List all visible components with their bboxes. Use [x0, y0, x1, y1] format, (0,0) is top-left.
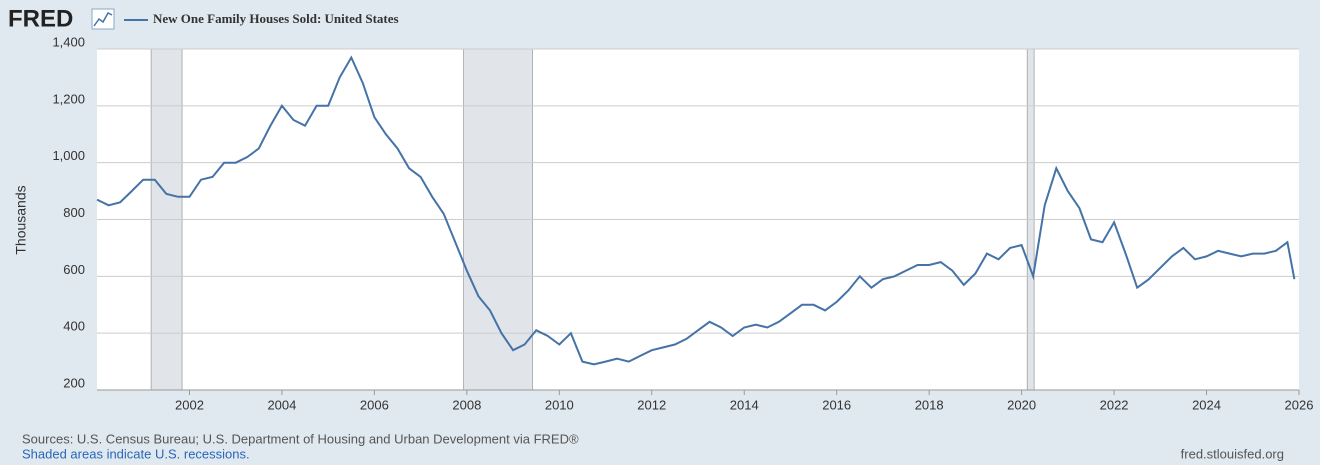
logo[interactable]: FRED [8, 5, 73, 32]
x-tick-label: 2002 [175, 397, 204, 412]
x-tick-label: 2012 [637, 397, 666, 412]
series-line [96, 55, 1296, 366]
x-tick-label: 2020 [1007, 397, 1036, 412]
footer-sources: Sources: U.S. Census Bureau; U.S. Depart… [22, 431, 579, 446]
x-tick-label: 2016 [822, 397, 851, 412]
logo-icon [91, 8, 115, 30]
y-tick-label: 1,200 [52, 91, 85, 106]
x-tick-label: 2006 [360, 397, 389, 412]
x-tick-label: 2024 [1192, 397, 1221, 412]
footer-url[interactable]: fred.stlouisfed.org [1181, 446, 1284, 461]
x-tick-label: 2014 [730, 397, 759, 412]
y-tick-label: 1,000 [52, 148, 85, 163]
x-tick-label: 2018 [915, 397, 944, 412]
x-tick-label: 2026 [1285, 397, 1314, 412]
x-tick-label: 2010 [545, 397, 574, 412]
legend-label: New One Family Houses Sold: United State… [153, 11, 399, 26]
x-tick-label: 2022 [1100, 397, 1129, 412]
y-tick-label: 600 [63, 262, 85, 277]
y-tick-label: 800 [63, 205, 85, 220]
y-tick-label: 200 [63, 375, 85, 390]
footer-note: Shaded areas indicate U.S. recessions. [22, 446, 250, 461]
y-tick-label: 1,400 [52, 34, 85, 49]
x-tick-label: 2004 [267, 397, 296, 412]
y-axis-label: Thousands [13, 185, 29, 254]
y-tick-label: 400 [63, 319, 85, 334]
x-tick-label: 2008 [452, 397, 481, 412]
